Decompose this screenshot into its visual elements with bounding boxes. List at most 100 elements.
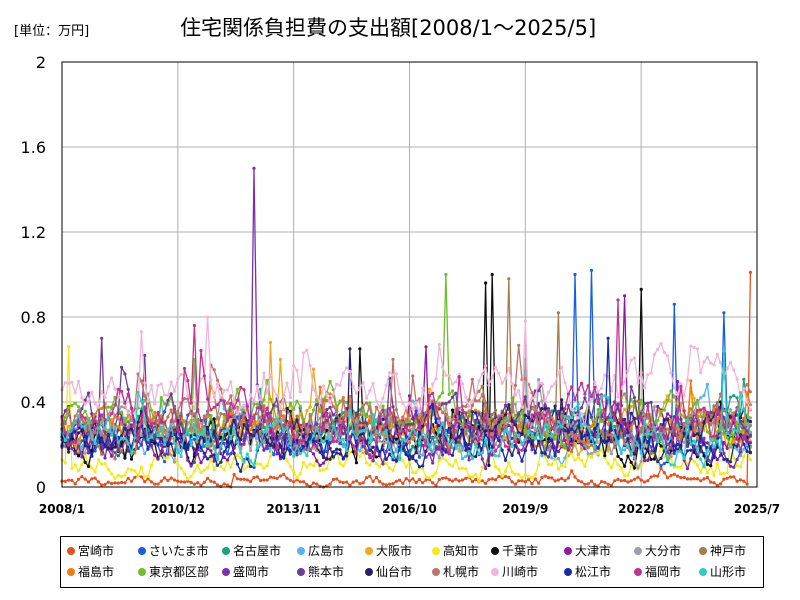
data-point (123, 456, 127, 460)
data-point (229, 429, 233, 433)
data-point (454, 380, 458, 384)
data-point (735, 447, 739, 451)
data-point (467, 405, 471, 409)
data-point (669, 418, 673, 422)
data-point (507, 419, 511, 423)
data-point (583, 412, 587, 416)
data-point (302, 418, 306, 422)
data-point (381, 482, 385, 486)
data-point (728, 395, 733, 399)
data-point (371, 459, 375, 463)
data-point (292, 417, 296, 421)
data-point (391, 482, 395, 486)
data-point (735, 407, 739, 411)
data-point (235, 415, 239, 419)
data-point (431, 474, 435, 478)
data-point (563, 407, 567, 411)
data-point (354, 430, 359, 434)
data-point (563, 456, 567, 460)
data-point (163, 476, 167, 480)
data-point (570, 469, 574, 473)
data-point (110, 405, 114, 409)
data-point (196, 436, 200, 440)
data-point (159, 420, 163, 424)
data-point (586, 425, 590, 429)
data-point (192, 469, 196, 473)
data-point (513, 423, 518, 427)
data-point (715, 430, 719, 434)
data-point (490, 412, 494, 417)
data-point (470, 457, 474, 461)
data-point (417, 431, 421, 435)
data-point (484, 438, 488, 442)
data-point (606, 422, 610, 426)
data-point (725, 431, 729, 435)
data-point (632, 436, 637, 440)
data-point (709, 464, 713, 468)
data-point (235, 398, 239, 402)
data-point (709, 423, 713, 427)
data-point (116, 481, 120, 485)
data-point (467, 398, 471, 402)
data-point (616, 395, 620, 399)
data-point (113, 481, 117, 485)
data-point (503, 474, 508, 479)
data-point (83, 398, 87, 402)
data-point (242, 467, 246, 471)
data-point (361, 403, 365, 407)
legend-marker (222, 547, 230, 555)
data-point (106, 430, 110, 434)
data-point (527, 407, 531, 411)
data-point (437, 458, 441, 463)
data-point (689, 457, 693, 461)
data-point (182, 366, 187, 371)
data-point (603, 454, 607, 458)
data-point (335, 431, 339, 435)
data-point (411, 437, 415, 441)
data-point (560, 441, 564, 446)
legend-marker (699, 568, 707, 576)
data-point (103, 445, 107, 449)
data-point (315, 459, 319, 463)
data-point (113, 436, 117, 440)
data-point (437, 402, 441, 406)
data-point (242, 442, 246, 446)
data-point (70, 446, 74, 451)
data-point (169, 392, 173, 396)
data-point (83, 477, 87, 481)
data-point (748, 441, 753, 445)
data-point (206, 425, 210, 429)
data-point (484, 481, 488, 485)
data-point (120, 365, 124, 369)
data-point (311, 481, 316, 485)
data-point (381, 424, 385, 428)
data-point (656, 459, 660, 464)
data-point (259, 425, 263, 429)
data-point (341, 421, 345, 425)
data-point (414, 401, 418, 405)
data-point (705, 462, 710, 467)
data-point (484, 412, 488, 416)
y-tick-label: 1.6 (21, 138, 46, 157)
data-point (537, 389, 541, 393)
data-point (374, 455, 378, 459)
data-point (556, 311, 561, 315)
data-point (265, 391, 269, 395)
data-point (305, 440, 309, 444)
data-point (199, 483, 203, 487)
data-point (129, 457, 134, 461)
data-point (80, 439, 84, 443)
data-point (163, 410, 167, 414)
data-point (444, 476, 448, 480)
data-point (199, 470, 203, 474)
data-point (232, 415, 236, 419)
data-point (457, 406, 461, 410)
data-point (378, 480, 382, 484)
data-point (692, 345, 696, 349)
data-point (268, 443, 273, 448)
data-point (530, 482, 534, 486)
data-point (126, 449, 130, 453)
data-point (702, 436, 706, 440)
data-point (540, 381, 544, 385)
data-point (225, 458, 230, 462)
